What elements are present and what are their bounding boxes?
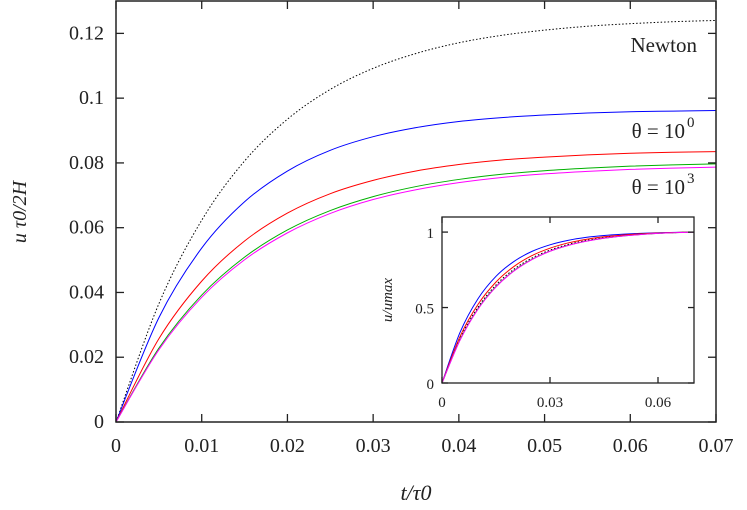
x-axis-label: t/τ0 — [400, 480, 431, 505]
inset-plot-frame — [441, 216, 695, 384]
main-x-tick-label: 0.05 — [527, 435, 562, 457]
main-x-tick-label: 0.03 — [356, 435, 391, 457]
annotation-theta-high: θ = 10 — [632, 175, 685, 199]
main-x-tick-label: 0.07 — [699, 435, 734, 457]
main-series-line-4 — [115, 166, 717, 423]
main-y-tick-label: 0.08 — [69, 152, 104, 174]
inset-series-line-0 — [441, 231, 695, 384]
main-x-tick-label: 0 — [111, 435, 121, 457]
main-series-line-0 — [115, 19, 717, 423]
main-series-line-1 — [115, 109, 717, 423]
inset-series-line-4 — [441, 231, 695, 384]
inset-x-tick-label: 0.06 — [645, 395, 672, 411]
inset-x-tick-label: 0.03 — [537, 395, 563, 411]
main-series-line-3 — [115, 163, 717, 423]
inset-y-tick-label: 0 — [427, 377, 435, 393]
main-y-tick-label: 0.04 — [69, 281, 104, 303]
y-axis-label: u τ0/2H — [9, 179, 31, 243]
main-x-tick-label: 0.06 — [613, 435, 648, 457]
main-series-line-2 — [115, 151, 717, 423]
inset-y-axis-label: u/umax — [380, 278, 396, 323]
main-y-tick-label: 0.06 — [69, 217, 104, 239]
main-y-tick-label: 0 — [94, 411, 104, 433]
main-x-tick-label: 0.01 — [184, 435, 219, 457]
annotation-theta-low: θ = 10 — [632, 119, 685, 143]
main-x-tick-label: 0.02 — [270, 435, 305, 457]
annotation-newton: Newton — [631, 33, 698, 57]
annotation-theta-high-exponent: 3 — [687, 171, 695, 187]
main-y-tick-label: 0.1 — [79, 87, 104, 109]
annotation-theta-low-exponent: 0 — [687, 115, 695, 131]
inset-y-tick-label: 1 — [427, 226, 435, 242]
inset-x-tick-label: 0 — [438, 395, 446, 411]
main-y-tick-label: 0.02 — [69, 346, 104, 368]
inset-y-tick-label: 0.5 — [415, 302, 434, 318]
main-plot-frame — [115, 0, 717, 423]
inset-background — [442, 217, 694, 383]
main-y-tick-label: 0.12 — [69, 22, 104, 44]
main-x-tick-label: 0.04 — [441, 435, 476, 457]
